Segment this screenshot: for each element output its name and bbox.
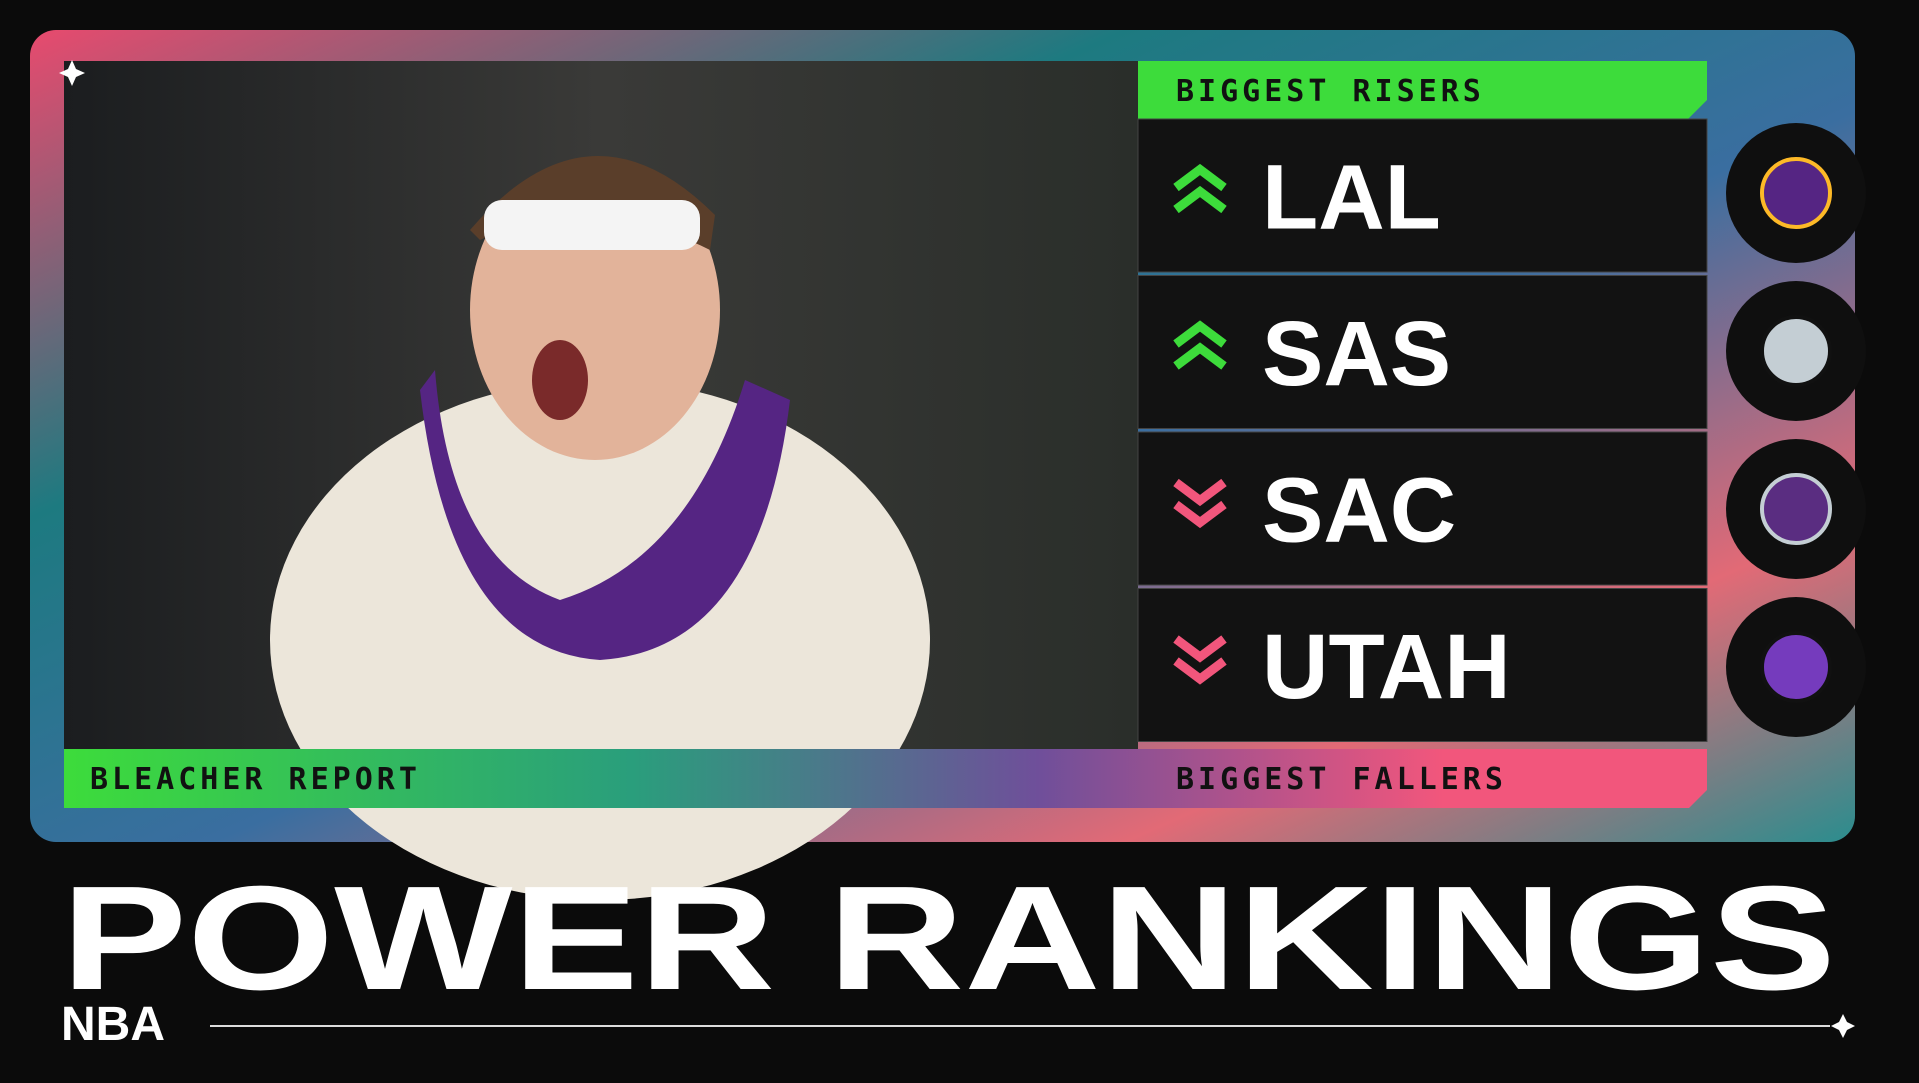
sparkle <box>59 60 85 86</box>
team-row <box>1137 431 1708 586</box>
down-arrow <box>1173 657 1227 685</box>
team-row <box>1137 275 1708 429</box>
up-arrow <box>1173 163 1227 192</box>
down-arrow <box>1173 635 1227 663</box>
team-abbr: SAC <box>1262 460 1456 562</box>
risers-header <box>1138 61 1707 119</box>
sparkle <box>1831 1014 1855 1038</box>
team-logo-mark <box>1760 157 1832 229</box>
league: NBA <box>61 998 165 1051</box>
down-arrow <box>1173 478 1227 507</box>
team-row <box>1137 118 1708 273</box>
team-abbr: LAL <box>1262 147 1441 249</box>
up-arrow <box>1173 185 1227 214</box>
fallers-label: BIGGEST FALLERS <box>1176 762 1507 797</box>
risers-label: BIGGEST RISERS <box>1176 74 1485 109</box>
team-abbr: SAS <box>1262 303 1451 405</box>
team-logo-mark <box>1760 315 1832 387</box>
up-arrow <box>1173 342 1227 370</box>
up-arrow <box>1173 320 1227 348</box>
team-logo-mark <box>1760 631 1832 703</box>
team-row <box>1137 588 1708 742</box>
strip-corner <box>1687 749 1707 808</box>
title: POWER RANKINGS <box>61 856 1836 1021</box>
bottom-strip <box>64 749 1687 808</box>
down-arrow <box>1173 500 1227 529</box>
team-logo-mark <box>1760 473 1832 545</box>
team-abbr: UTAH <box>1262 616 1511 718</box>
brand-label: BLEACHER REPORT <box>90 762 421 797</box>
